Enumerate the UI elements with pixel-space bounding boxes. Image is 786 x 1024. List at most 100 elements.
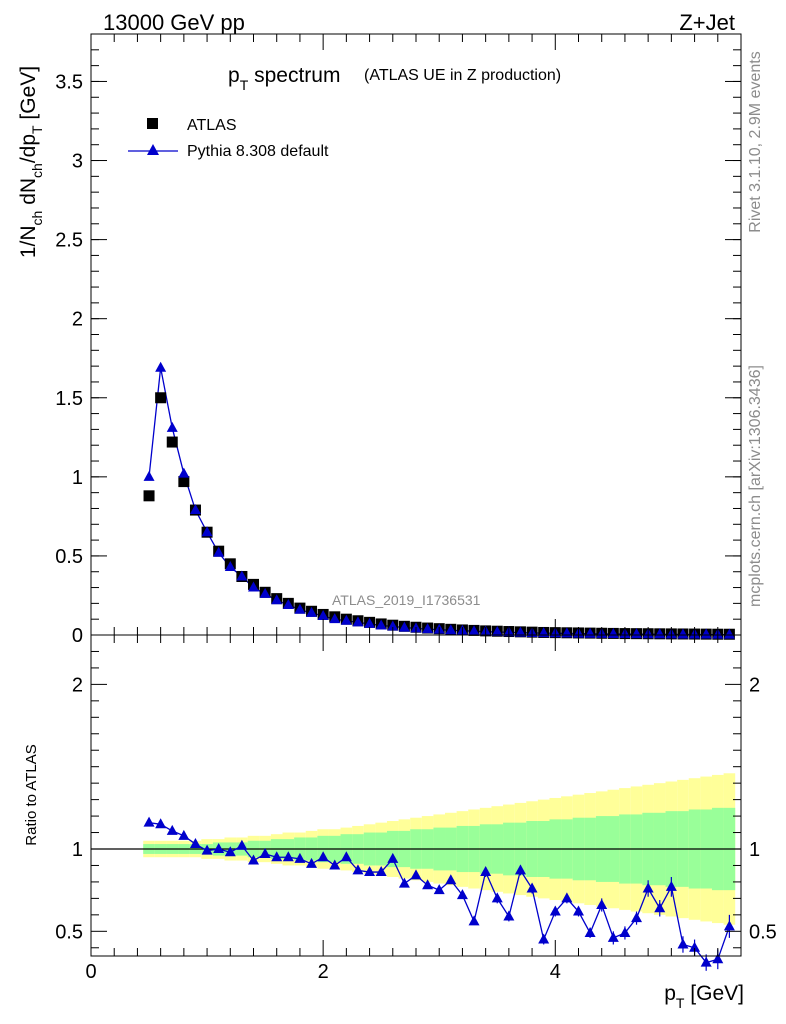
ratio-mc-point — [607, 931, 619, 942]
mc-point — [468, 625, 480, 636]
ratio-mc-point — [561, 892, 573, 903]
ratio-mc-point — [480, 866, 492, 877]
ratio-mc-point — [189, 838, 201, 849]
ratio-mc-point — [259, 847, 271, 858]
ratio-mc-point — [236, 839, 248, 850]
ratio-mc-point — [271, 851, 283, 862]
data-point — [155, 392, 167, 404]
ratio-mc-point — [665, 880, 677, 891]
mc-point — [700, 628, 712, 639]
mc-point — [387, 620, 399, 631]
mc-point — [236, 570, 248, 581]
mc-point — [329, 613, 341, 624]
ratio-mc-point — [294, 852, 306, 863]
ratio-mc-point — [248, 854, 259, 865]
ratio-mc-point — [410, 869, 422, 880]
mc-point — [189, 504, 201, 515]
mc-point — [306, 606, 318, 617]
title-suffix: (ATLAS UE in Z production) — [364, 67, 561, 84]
plot-title: pT spectrum (ATLAS UE in Z production) — [228, 64, 561, 93]
ratio-mc-point — [549, 905, 561, 916]
ratio-mc-point — [514, 864, 526, 875]
legend: ATLAS Pythia 8.308 default — [128, 117, 329, 160]
mcplots-label: mcplots.cern.ch [arXiv:1306.3436] — [747, 365, 764, 607]
ratio-y-tick-label: 2 — [72, 674, 83, 696]
legend-data-marker — [147, 118, 158, 129]
ratio-mc-point — [306, 857, 318, 868]
ratio-mc-point — [317, 851, 329, 862]
ratio-mc-point — [352, 864, 364, 875]
ratio-mc-point — [387, 852, 399, 863]
mc-point — [364, 617, 376, 628]
mc-point — [352, 616, 364, 627]
svg-text:pT spectrum: pT spectrum — [228, 64, 340, 93]
ratio-y-tick-label: 1 — [72, 839, 83, 861]
mc-point — [282, 598, 294, 609]
mc-point — [201, 526, 213, 537]
ratio-mc-point — [166, 824, 178, 835]
mc-point — [723, 628, 735, 639]
ratio-panel: 0.5 0.5 1 1 2 2 0 2 4 Ratio to ATLAS — [23, 634, 777, 983]
ratio-mc-point — [619, 926, 631, 937]
mc-point — [294, 603, 306, 614]
ratio-y-tick-label-right: 1 — [749, 839, 760, 861]
ratio-mc-point — [143, 816, 155, 827]
mc-point — [178, 467, 190, 478]
legend-data-label: ATLAS — [187, 117, 237, 134]
ratio-mc-point — [282, 851, 294, 862]
mc-point — [166, 421, 178, 432]
ratio-mc-point — [398, 877, 410, 888]
ratio-mc-point — [340, 851, 352, 862]
main-y-tick-label: 2.5 — [55, 230, 83, 252]
mc-point — [491, 625, 503, 636]
mc-point — [398, 621, 410, 632]
mc-point — [340, 614, 352, 625]
main-panel: 0 0.5 1 1.5 2 2.5 3 3.5 pT spectrum (ATLAS UE i… — [17, 33, 742, 647]
title-main: p — [228, 64, 240, 87]
mc-point — [317, 610, 329, 621]
ratio-mc-point — [573, 905, 584, 916]
main-y-tick-label: 1 — [72, 467, 83, 489]
x-tick-label: 2 — [318, 961, 329, 983]
ratio-x-ticks: 0 2 4 — [85, 635, 742, 983]
ratio-mc-point — [491, 892, 503, 903]
mc-point — [445, 624, 457, 635]
ratio-mc-point — [155, 818, 167, 829]
main-y-tick-label: 1.5 — [55, 388, 83, 410]
ratio-y-tick-label: 0.5 — [55, 921, 83, 943]
data-point — [166, 436, 178, 448]
mc-point — [143, 470, 155, 481]
ratio-mc-point — [526, 882, 538, 893]
ratio-mc-point — [503, 910, 515, 921]
x-axis-label: pT [GeV] — [664, 982, 744, 1011]
main-y-tick-label: 2 — [72, 309, 83, 331]
mc-point — [271, 594, 283, 605]
ratio-mc-point — [723, 920, 735, 931]
mc-point — [677, 628, 689, 639]
legend-mc-marker — [147, 144, 159, 155]
ratio-mc-point — [178, 829, 190, 840]
ratio-mc-point — [677, 938, 689, 949]
mc-point — [248, 581, 259, 592]
data-point — [178, 476, 190, 488]
ratio-mc-point — [213, 843, 225, 853]
analysis-watermark: ATLAS_2019_I1736531 — [332, 592, 481, 608]
main-y-tick-label: 0 — [72, 625, 83, 647]
mc-point — [654, 628, 666, 639]
ratio-y-tick-label-right: 0.5 — [749, 921, 777, 943]
ratio-mc-point — [700, 956, 712, 967]
data-point — [143, 490, 155, 502]
mc-point — [224, 560, 236, 571]
main-y-tick-label: 0.5 — [55, 546, 83, 568]
x-tick-label: 4 — [550, 961, 561, 983]
main-y-tick-label: 3 — [72, 151, 83, 173]
ratio-mc-point — [433, 884, 445, 895]
ratio-mc-point — [224, 846, 236, 857]
ratio-y-tick-label-right: 2 — [749, 674, 760, 696]
mc-point — [514, 626, 526, 637]
ratio-mc-point — [329, 859, 341, 870]
ratio-mc-point — [596, 898, 608, 909]
ratio-y-axis-label: Ratio to ATLAS — [23, 744, 40, 845]
ratio-mc-point — [631, 912, 643, 923]
